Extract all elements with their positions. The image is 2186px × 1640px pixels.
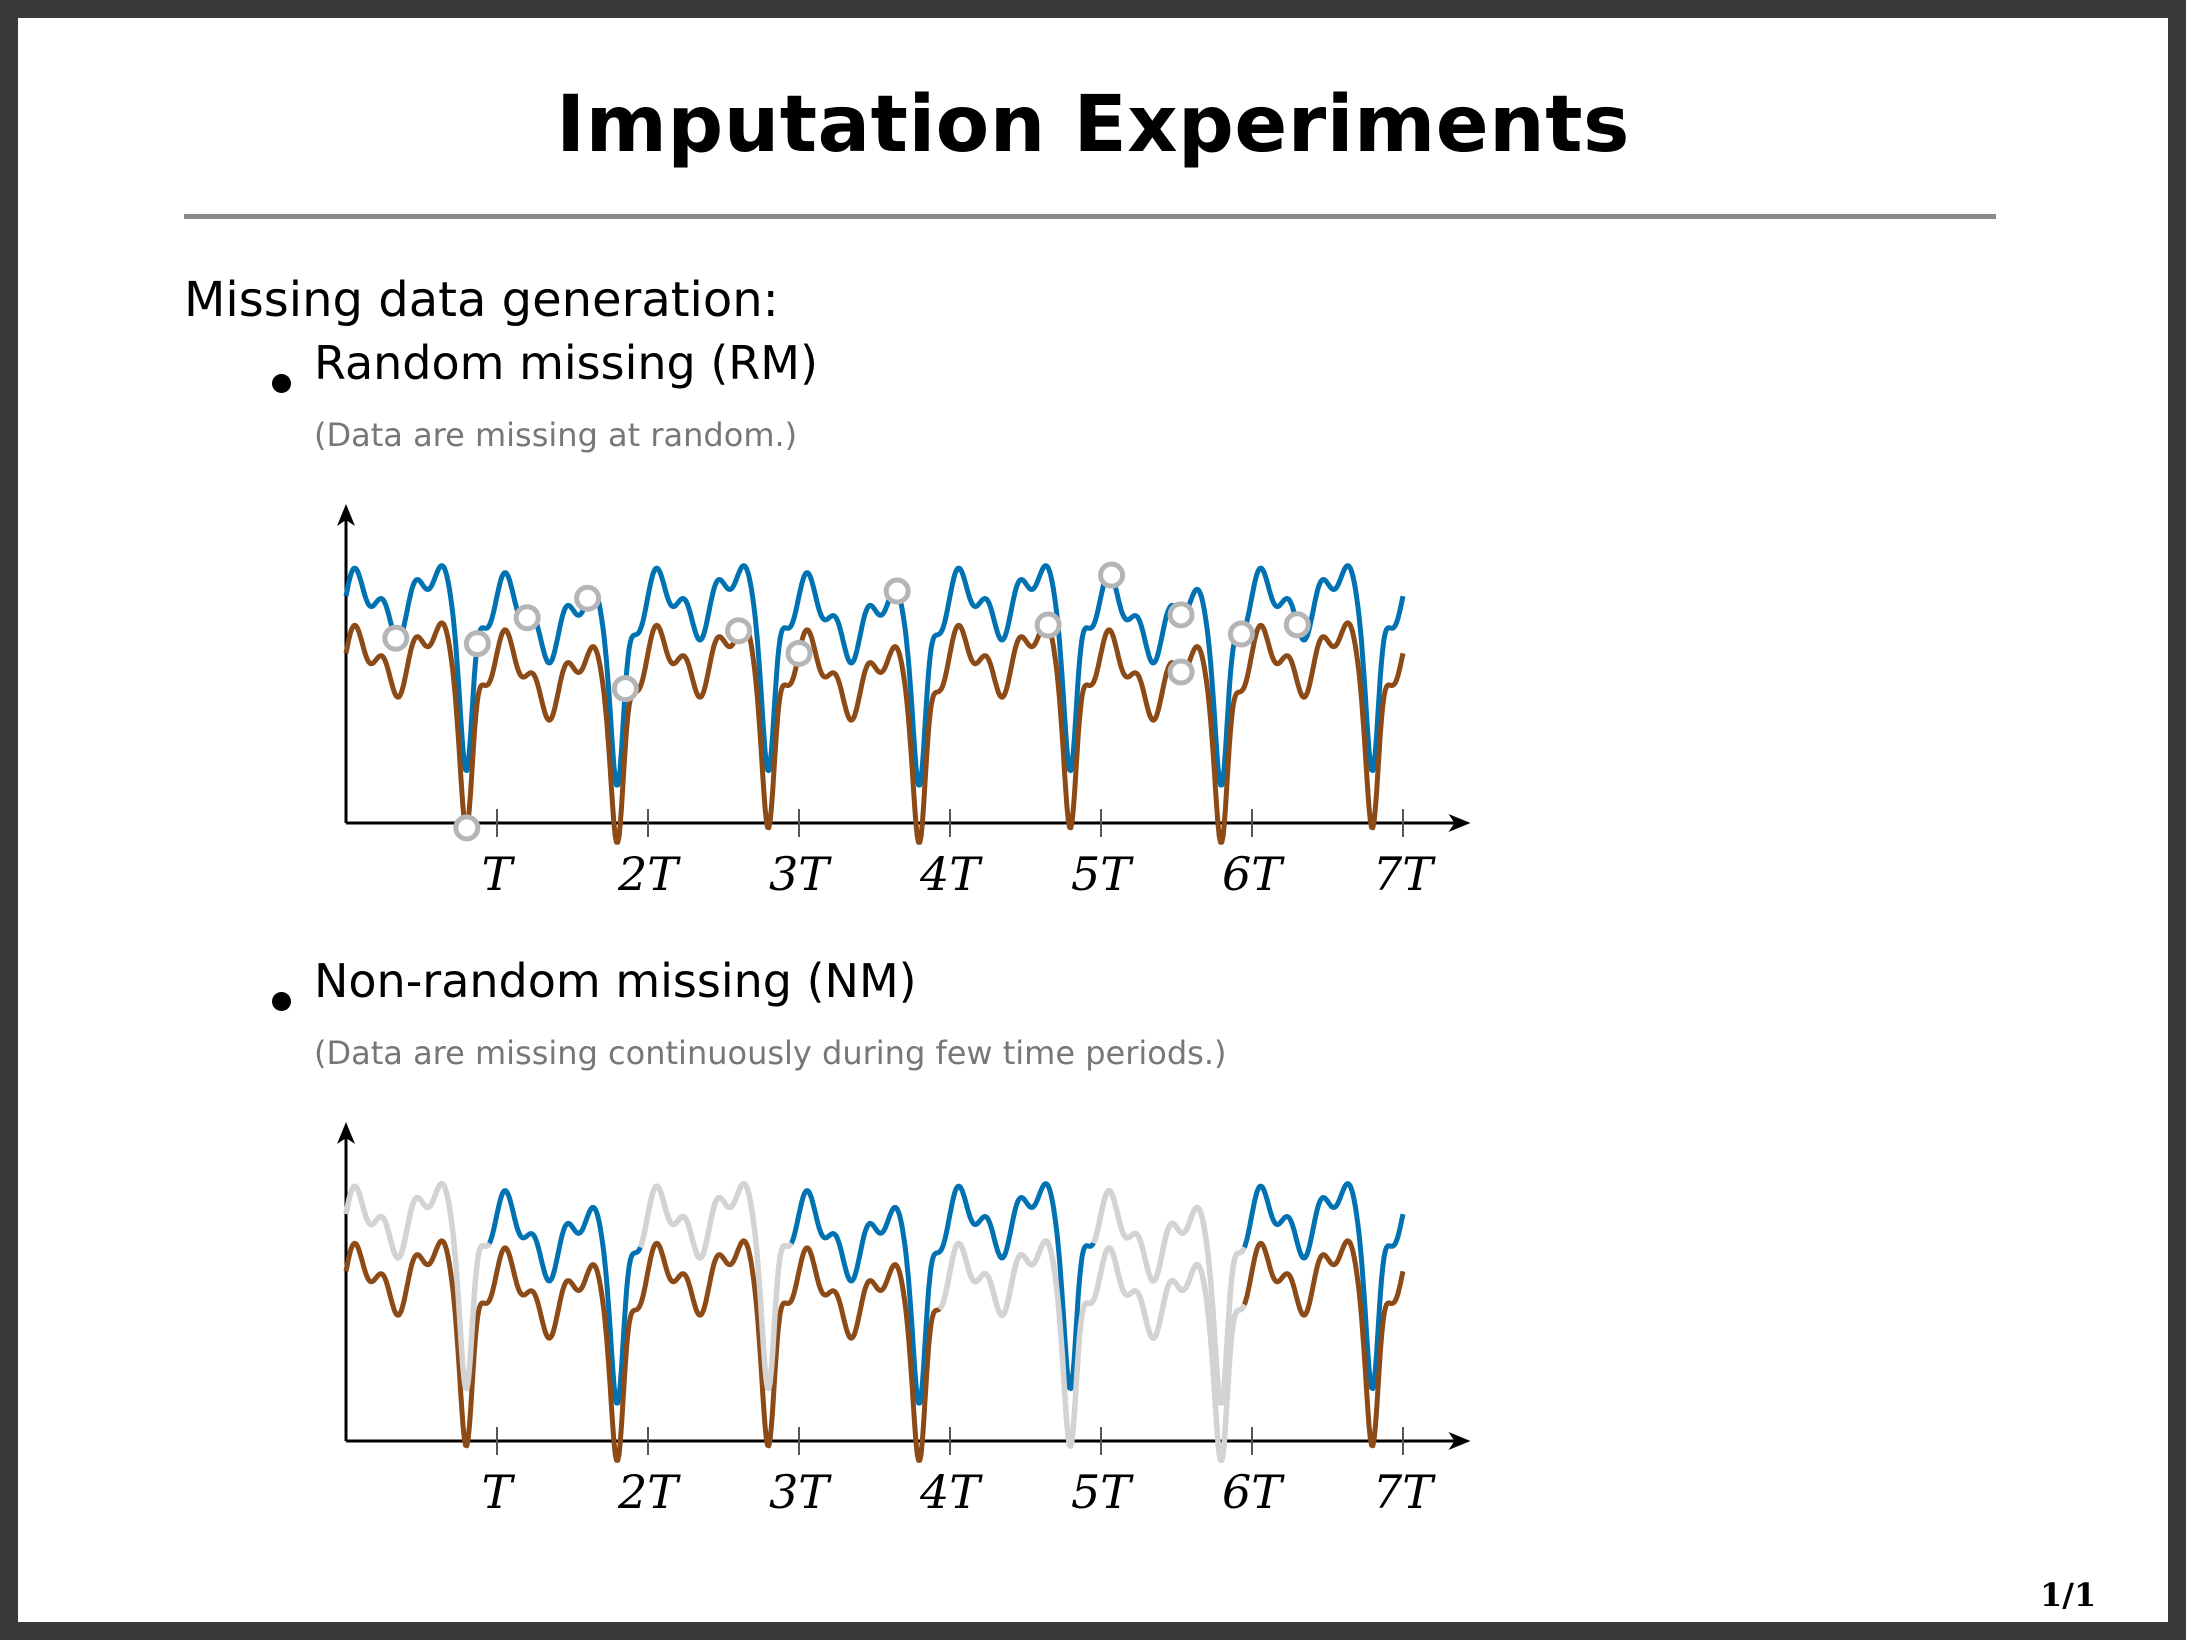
bullet-note-nm: (Data are missing continuously during fe… (314, 1034, 1227, 1072)
bullet-dot-nm (272, 992, 291, 1011)
missing-point-marker (1167, 601, 1195, 629)
x-tick-label: 2T (617, 847, 681, 901)
x-tick-label: 5T (1071, 847, 1134, 901)
page-number: 1/1 (2040, 1576, 2097, 1614)
x-tick-label: 4T (919, 1465, 983, 1519)
y-axis-arrow (337, 1122, 355, 1144)
missing-point-marker (883, 577, 911, 605)
series-line-1 (343, 1238, 1406, 1463)
missing-point-marker (1283, 611, 1311, 639)
missing-point-marker (463, 630, 491, 658)
x-tick-label: 2T (617, 1465, 681, 1519)
x-tick-label: 4T (919, 847, 983, 901)
x-tick-label: 7T (1373, 1465, 1436, 1519)
missing-point-marker (382, 624, 410, 652)
x-tick-label: 6T (1222, 1465, 1285, 1519)
x-tick-label: 5T (1071, 1465, 1134, 1519)
missing-point-marker (785, 639, 813, 667)
section-heading: Missing data generation: (184, 272, 779, 328)
slide-title: Imputation Experiments (556, 80, 1630, 170)
missing-interval-segment (343, 1180, 492, 1392)
x-axis-arrow (1448, 1432, 1471, 1450)
bullet-label-rm: Random missing (RM) (314, 336, 818, 390)
bullet-label-nm: Non-random missing (NM) (314, 954, 917, 1008)
missing-point-marker (1034, 611, 1062, 639)
chart-random-missing: T 2T 3T 4T 5T 6T 7T (337, 504, 1471, 901)
bullet-dot-rm (272, 374, 291, 393)
missing-interval-segment (637, 1180, 794, 1392)
bullet-note-rm: (Data are missing at random.) (314, 416, 798, 454)
title-divider (184, 214, 1996, 219)
x-axis-arrow (1448, 814, 1471, 832)
missing-point-marker (1227, 620, 1255, 648)
series-line-0 (343, 1181, 1406, 1406)
missing-interval-segment (1090, 1187, 1247, 1406)
missing-point-marker (611, 675, 639, 703)
missing-point-marker (1167, 658, 1195, 686)
chart-non-random-missing: T 2T 3T 4T 5T 6T 7T (337, 1122, 1471, 1519)
series-line-1 (343, 620, 1406, 845)
missing-point-marker (453, 814, 481, 842)
x-tick-label: 6T (1222, 847, 1285, 901)
x-tick-label: T (482, 847, 516, 901)
series-line-0 (343, 563, 1406, 788)
x-tick-label: 3T (769, 1465, 832, 1519)
missing-point-marker (574, 584, 602, 612)
slide: Imputation Experiments Missing data gene… (18, 18, 2168, 1622)
missing-point-marker (725, 617, 753, 645)
missing-interval-segment (937, 1238, 1247, 1463)
missing-point-marker (513, 604, 541, 632)
missing-point-marker (1098, 561, 1126, 589)
y-axis-arrow (337, 504, 355, 526)
x-tick-label: 3T (769, 847, 832, 901)
x-tick-label: 7T (1373, 847, 1436, 901)
x-tick-label: T (482, 1465, 516, 1519)
